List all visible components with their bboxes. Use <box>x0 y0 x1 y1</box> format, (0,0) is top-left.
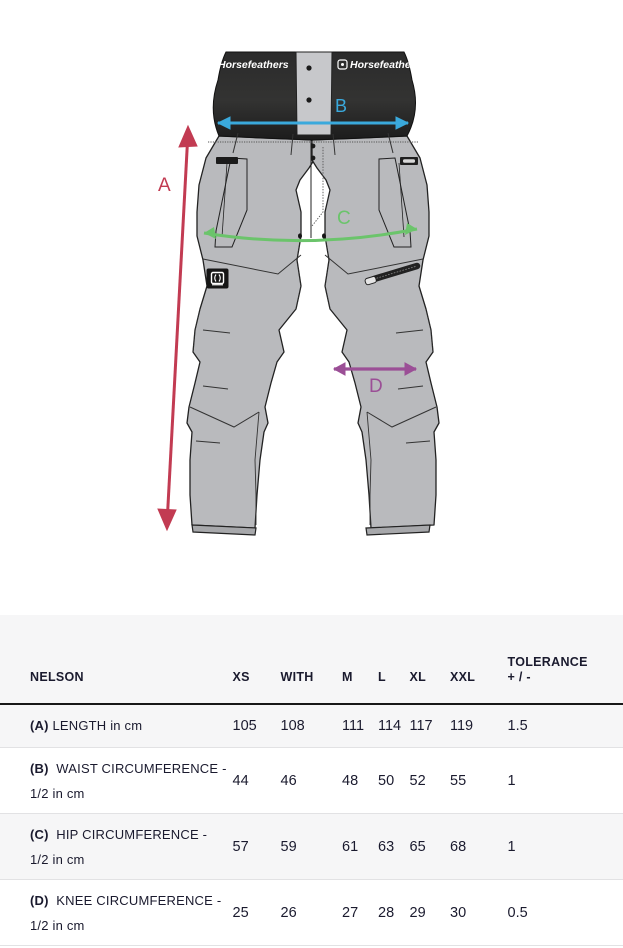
svg-text:Horsefeathers: Horsefeathers <box>218 59 289 71</box>
svg-text:C: C <box>337 208 351 229</box>
svg-text:Horsefeathe: Horsefeathe <box>350 59 411 71</box>
svg-text:D: D <box>369 376 383 397</box>
svg-text:B: B <box>335 96 347 116</box>
svg-text:A: A <box>158 175 171 196</box>
